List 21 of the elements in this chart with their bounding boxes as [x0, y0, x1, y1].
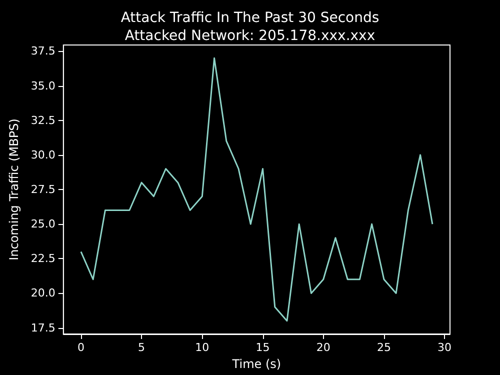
y-tick-label: 17.5 — [30, 321, 56, 334]
x-tick-label: 10 — [195, 341, 210, 354]
y-tick-label: 37.5 — [30, 44, 56, 58]
y-tick-label: 20.0 — [30, 286, 56, 300]
y-tick-label: 27.5 — [30, 183, 56, 196]
y-tick-label: 22.5 — [30, 252, 56, 266]
y-tick-label: 35.0 — [30, 79, 56, 92]
chart-subtitle: Attacked Network: 205.178.xxx.xxx — [124, 28, 376, 44]
x-tick-label: 25 — [376, 341, 391, 354]
chart-title: Attack Traffic In The Past 30 Seconds — [120, 10, 380, 26]
x-tick-label: 30 — [438, 341, 452, 354]
x-tick-label: 15 — [256, 341, 270, 354]
y-axis-title: Incoming Traffic (MBPS) — [7, 118, 21, 260]
x-tick-label: 20 — [316, 341, 330, 354]
x-axis-title: Time (s) — [231, 356, 282, 371]
y-tick-label: 32.5 — [30, 114, 56, 127]
x-tick-label: 0 — [77, 341, 84, 354]
x-tick-label: 5 — [138, 341, 146, 354]
y-tick-label: 25.0 — [30, 218, 56, 231]
line-series — [80, 57, 434, 322]
y-tick-label: 30.0 — [30, 148, 56, 162]
